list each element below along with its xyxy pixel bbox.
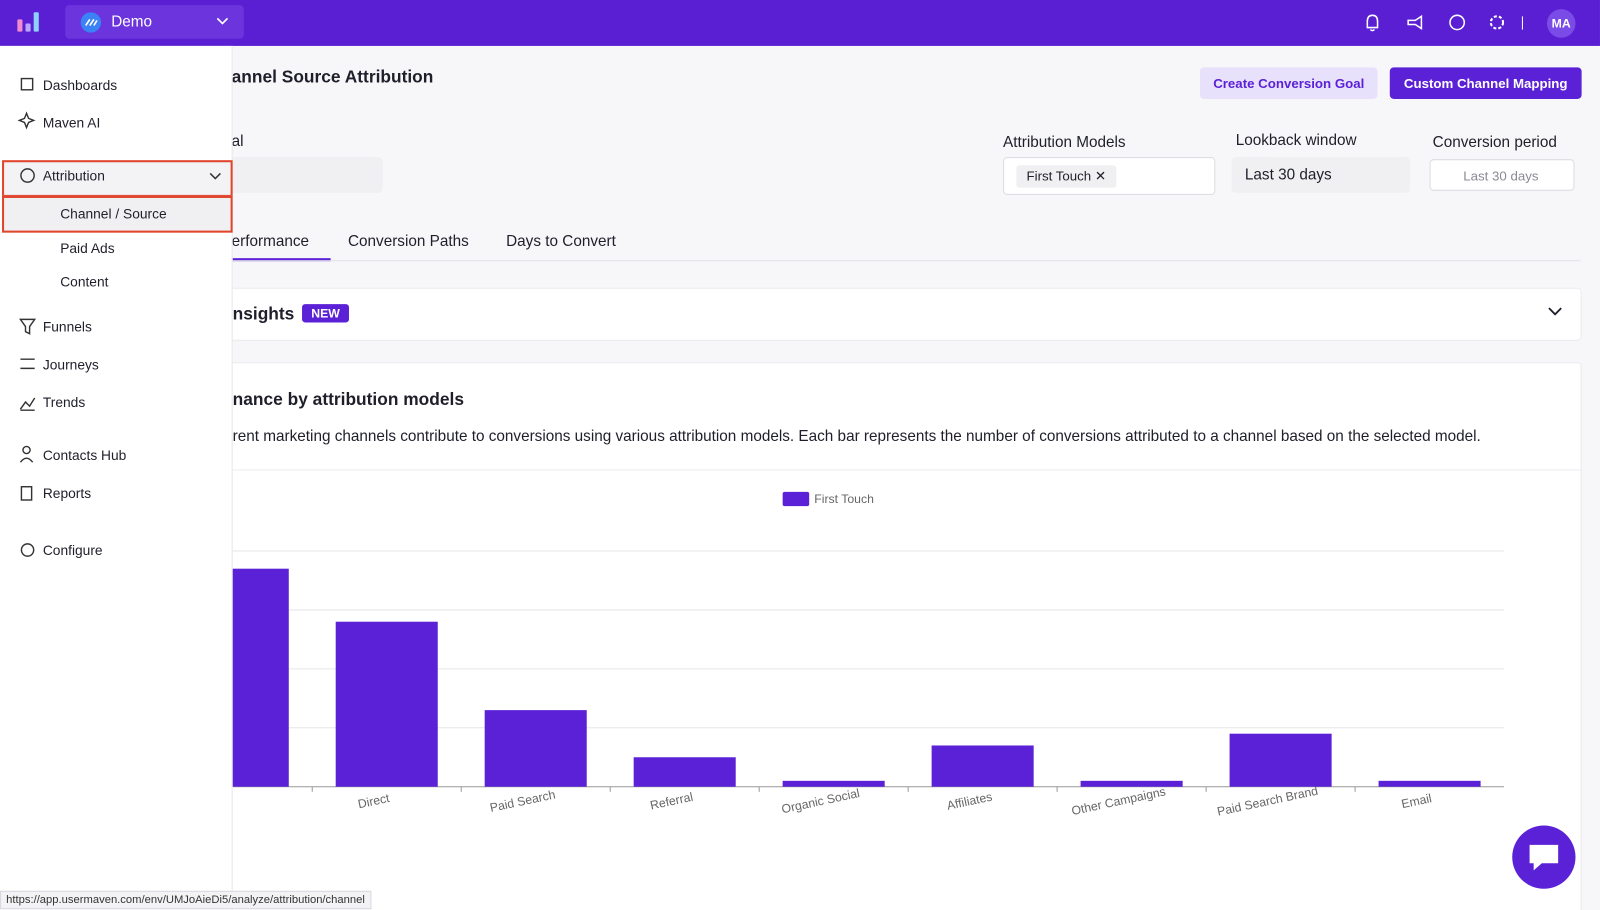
x-tick-label: Other Campaigns xyxy=(1070,784,1167,818)
nav-subitem[interactable]: Paid Ads xyxy=(60,241,114,256)
bar xyxy=(1230,734,1332,787)
x-tick-label: Paid Search Brand xyxy=(1216,784,1320,819)
x-tick-label: Paid Search xyxy=(489,787,557,815)
nav-subitem[interactable]: Content xyxy=(60,274,108,289)
bar xyxy=(1379,781,1481,787)
status-url: https://app.usermaven.com/env/UMJoAieDi5… xyxy=(0,891,371,909)
x-tick-label: Referral xyxy=(649,790,694,813)
bar xyxy=(634,757,736,786)
nav-item[interactable]: Journeys xyxy=(43,357,99,372)
legend-label: First Touch xyxy=(814,492,874,506)
nav-item[interactable]: Reports xyxy=(43,486,91,501)
x-tick-label: Affiliates xyxy=(946,790,994,813)
chat-button[interactable] xyxy=(1512,826,1575,889)
bar xyxy=(932,745,1034,786)
sidebar: Dashboards Maven AI Attribution Channel … xyxy=(0,46,233,910)
nav-item[interactable]: Maven AI xyxy=(43,115,100,130)
bar xyxy=(1081,781,1183,787)
nav-item[interactable]: Trends xyxy=(43,395,85,410)
bar xyxy=(783,781,885,787)
x-tick-label: Organic Social xyxy=(780,786,861,816)
nav-item[interactable]: Attribution xyxy=(43,168,105,183)
x-tick-label: Direct xyxy=(357,791,392,811)
nav-item[interactable]: Dashboards xyxy=(43,78,117,93)
nav-item[interactable]: Configure xyxy=(43,543,103,558)
chat-icon xyxy=(1528,843,1561,872)
sidebar-icons xyxy=(0,46,232,577)
nav-item[interactable]: Contacts Hub xyxy=(43,448,126,463)
x-tick-label: Email xyxy=(1400,791,1433,811)
bar xyxy=(336,622,438,787)
chevron xyxy=(209,171,221,181)
bar xyxy=(485,710,587,787)
nav-subitem[interactable]: Channel / Source xyxy=(60,206,166,221)
legend-swatch xyxy=(783,492,810,506)
nav-item[interactable]: Funnels xyxy=(43,319,92,334)
